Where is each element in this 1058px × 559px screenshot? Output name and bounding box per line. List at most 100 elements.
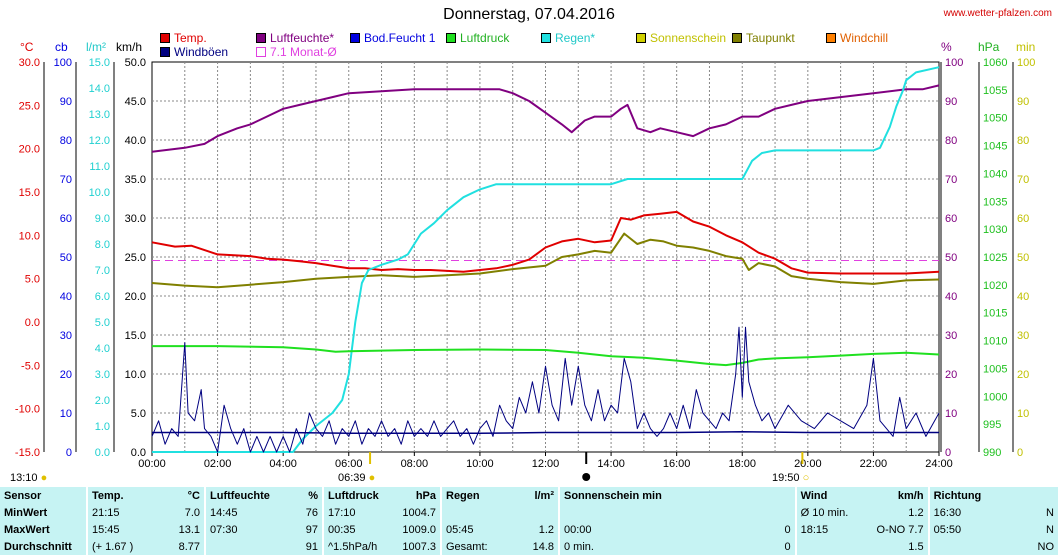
y-tick-label-rain_lm2: 2.0: [95, 395, 110, 407]
legend-label: Regen*: [555, 31, 596, 45]
legend-label: Temp.: [174, 31, 207, 45]
y-tick-label-press_hpa: 1040: [983, 168, 1007, 180]
series-line-temp-: [151, 210, 940, 275]
stats-header: Luftdruck: [322, 487, 392, 504]
stats-cell: 1.5: [908, 540, 924, 553]
x-tick-label: 08:00: [401, 458, 429, 470]
y-tick-label-rain_lm2: 1.0: [95, 421, 110, 433]
legend-swatch: [160, 47, 170, 57]
y-tick-label-sun_min: 60: [1017, 213, 1029, 225]
stats-header: Sonnenschein min: [558, 487, 796, 504]
header: Donnerstag, 07.04.2016 www.wetter-pfalze…: [0, 0, 1058, 30]
series-line-windb-en: [151, 326, 940, 453]
day-length-value: 13:10: [10, 472, 38, 484]
stats-header: Sensor: [4, 489, 42, 502]
stats-cell: 0: [784, 540, 791, 553]
y-tick-label-cb: 70: [60, 174, 72, 186]
y-tick-label-press_hpa: 990: [983, 447, 1001, 459]
y-tick-label-wind_kmh: 50.0: [125, 57, 146, 69]
y-tick-label-sun_min: 0: [1017, 447, 1023, 459]
y-tick-label-rain_lm2: 14.0: [89, 83, 110, 95]
x-tick-label: 16:00: [663, 458, 691, 470]
y-tick-label-cb: 30: [60, 330, 72, 342]
y-tick-label-cb: 50: [60, 252, 72, 264]
legend-swatch: [541, 33, 551, 43]
y-tick-label-press_hpa: 1055: [983, 85, 1007, 97]
stats-cell: 05:50: [927, 521, 1008, 538]
legend-label: Luftdruck: [460, 31, 510, 45]
sunrise-value: 06:39: [338, 472, 366, 484]
y-tick-label-wind_kmh: 5.0: [131, 408, 146, 420]
stats-cell: NO: [1037, 540, 1055, 553]
legend-taupunkt: Taupunkt: [732, 31, 795, 45]
x-tick-label: 24:00: [925, 458, 953, 470]
y-tick-label-temp_c: -15.0: [15, 447, 40, 459]
legend-luftdruck: Luftdruck: [446, 31, 509, 45]
stats-header: l/m²: [534, 489, 554, 502]
y-tick-label-hum_pct: 90: [945, 96, 957, 108]
y-tick-label-cb: 40: [60, 291, 72, 303]
solar-noon-icon: [582, 473, 591, 481]
stats-cell: 14:45: [204, 504, 284, 521]
y-tick-label-rain_lm2: 13.0: [89, 109, 110, 121]
stats-cell: [500, 504, 559, 521]
y-tick-label-press_hpa: 1035: [983, 196, 1007, 208]
legend-sonnenschein: Sonnenschein: [636, 31, 726, 45]
series-line-luftfeuchte-: [151, 84, 940, 153]
page-title: Donnerstag, 07.04.2016: [443, 6, 615, 23]
stats-cell: O-NO 7.7: [876, 523, 924, 536]
stats-label: MaxWert: [4, 523, 50, 536]
sunrise: 06:39 ●: [338, 472, 375, 484]
y-tick-label-press_hpa: 1010: [983, 336, 1007, 348]
y-tick-label-sun_min: 50: [1017, 252, 1029, 264]
stats-header: Regen: [440, 487, 500, 504]
y-tick-label-hum_pct: 100: [945, 57, 963, 69]
axis-unit-rain: l/m²: [86, 40, 106, 54]
stats-cell: 91: [305, 540, 318, 553]
series-line-regen-: [152, 66, 940, 453]
series-line-wind-: [152, 430, 939, 435]
sunrise-icon: ●: [368, 472, 376, 484]
y-tick-label-hum_pct: 60: [945, 213, 957, 225]
sunset-icon: ○: [802, 472, 810, 484]
stats-cell: 00:35: [322, 521, 392, 538]
y-tick-label-rain_lm2: 9.0: [95, 213, 110, 225]
sunset-value: 19:50: [772, 472, 800, 484]
y-tick-label-sun_min: 90: [1017, 96, 1029, 108]
stats-label: MinWert: [4, 506, 48, 519]
x-tick-label: 12:00: [532, 458, 560, 470]
stats-header: °C: [187, 489, 200, 502]
site-link[interactable]: www.wetter-pfalzen.com: [943, 8, 1052, 19]
y-tick-label-rain_lm2: 10.0: [89, 187, 110, 199]
y-tick-label-hum_pct: 10: [945, 408, 957, 420]
stats-cell: ^1.5hPa/h: [322, 538, 392, 555]
legend-swatch: [350, 33, 360, 43]
y-tick-label-temp_c: -10.0: [15, 404, 40, 416]
stats-cell: Gesamt:: [440, 538, 500, 555]
axis-unit-cb: cb: [55, 40, 68, 54]
stats-cell: [729, 504, 795, 521]
y-tick-label-sun_min: 10: [1017, 408, 1029, 420]
stats-cell: 7.0: [184, 506, 200, 519]
y-tick-label-wind_kmh: 0.0: [131, 447, 146, 459]
stats-label: Durchschnitt: [4, 540, 72, 553]
y-tick-label-hum_pct: 80: [945, 135, 957, 147]
y-tick-label-cb: 20: [60, 369, 72, 381]
y-tick-label-hum_pct: 30: [945, 330, 957, 342]
y-tick-label-wind_kmh: 10.0: [125, 369, 146, 381]
y-tick-label-temp_c: 25.0: [19, 100, 40, 112]
y-tick-label-hum_pct: 20: [945, 369, 957, 381]
y-tick-label-wind_kmh: 20.0: [125, 291, 146, 303]
stats-cell: 16:30: [927, 504, 1008, 521]
y-tick-label-wind_kmh: 40.0: [125, 135, 146, 147]
x-tick-label: 00:00: [138, 458, 166, 470]
legend-windchill: Windchill: [826, 31, 888, 45]
stats-header: Luftfeuchte: [204, 487, 284, 504]
stats-cell: 18:15: [794, 521, 860, 538]
stats-row-avg: Durchschnitt (+ 1.67 ) 8.77 91 ^1.5hPa/h…: [0, 538, 1058, 555]
y-tick-label-sun_min: 80: [1017, 135, 1029, 147]
y-tick-label-rain_lm2: 11.0: [89, 161, 110, 173]
stats-cell: [927, 538, 1008, 555]
axis-unit-hum: %: [941, 40, 952, 54]
y-tick-label-wind_kmh: 15.0: [125, 330, 146, 342]
